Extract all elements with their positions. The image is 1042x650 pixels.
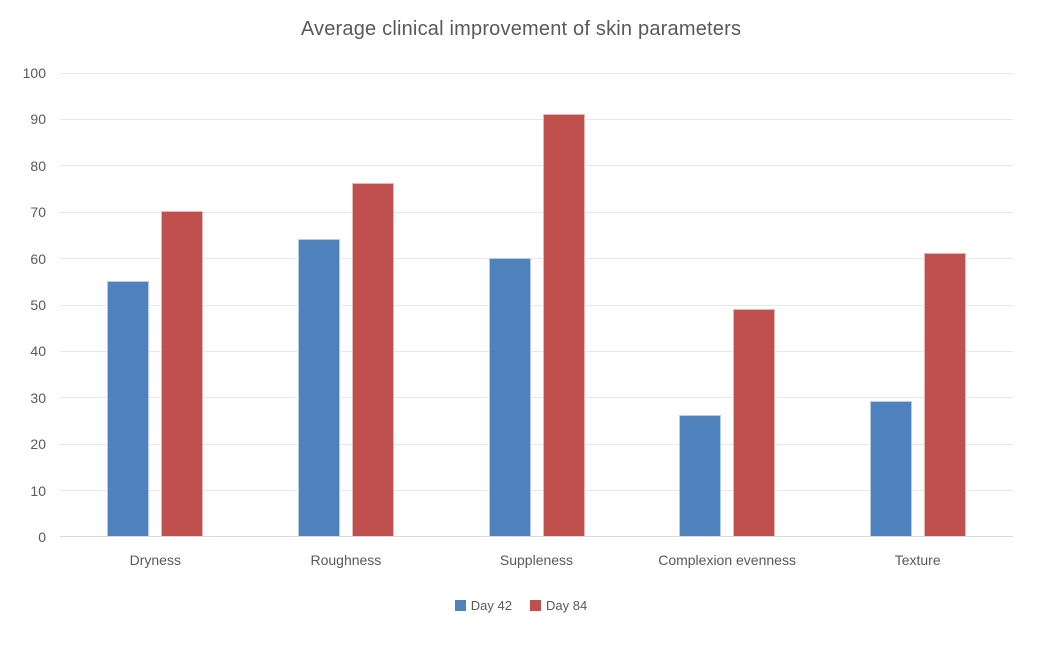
- legend: Day 42 Day 84: [0, 598, 1042, 613]
- gridline: [60, 304, 1013, 306]
- gridline: [60, 258, 1013, 260]
- gridline: [60, 165, 1013, 167]
- gridline: [60, 118, 1013, 120]
- bar-day-42: [679, 415, 722, 536]
- gridline: [60, 443, 1013, 445]
- y-axis-tick-label: 40: [30, 343, 46, 360]
- legend-label: Day 42: [470, 598, 512, 613]
- x-axis-category-label: Texture: [894, 552, 941, 568]
- gridline: [60, 211, 1013, 213]
- y-axis-tick-label: 80: [30, 157, 46, 174]
- bar-day-84: [733, 308, 776, 536]
- legend-swatch: [454, 600, 466, 611]
- x-axis-category-label: Dryness: [129, 552, 181, 568]
- y-axis-tick-label: 20: [30, 436, 46, 453]
- gridline: [60, 397, 1013, 399]
- y-axis-tick-label: 0: [38, 529, 46, 545]
- y-axis-tick-label: 50: [30, 297, 46, 313]
- bar-day-84: [351, 183, 394, 536]
- y-axis-tick-label: 60: [30, 250, 46, 267]
- bar-day-42: [869, 401, 912, 536]
- bar-day-84: [161, 211, 204, 536]
- y-axis-tick-label: 70: [30, 204, 46, 221]
- legend-label: Day 84: [546, 598, 588, 613]
- bar-day-42: [107, 280, 150, 536]
- bar-day-84: [923, 252, 966, 536]
- y-axis-tick-label: 10: [30, 482, 46, 499]
- bar-day-84: [542, 113, 585, 536]
- plot-area: 0 10 20 30 40 50 60 70 80 90 100: [23, 65, 1013, 545]
- legend-swatch: [530, 600, 541, 611]
- y-axis-tick-label: 90: [30, 111, 46, 128]
- legend-item: Day 42: [454, 598, 512, 613]
- y-axis-tick-label: 30: [30, 389, 46, 406]
- bar-day-42: [488, 257, 531, 536]
- x-axis-category-label: Suppleness: [499, 552, 574, 568]
- y-axis-tick-label: 100: [22, 65, 46, 81]
- legend-item: Day 84: [530, 598, 587, 613]
- gridline: [60, 72, 1013, 74]
- gridline: [60, 350, 1013, 352]
- x-axis-category-label: Complexion evenness: [658, 552, 796, 568]
- bar-day-42: [297, 239, 340, 536]
- chart-title: Average clinical improvement of skin par…: [300, 18, 742, 40]
- x-axis-labels: Dryness Roughness Suppleness Complexion eve…: [60, 552, 1013, 568]
- x-axis-category-label: Roughness: [310, 552, 382, 568]
- gridline: [60, 490, 1013, 492]
